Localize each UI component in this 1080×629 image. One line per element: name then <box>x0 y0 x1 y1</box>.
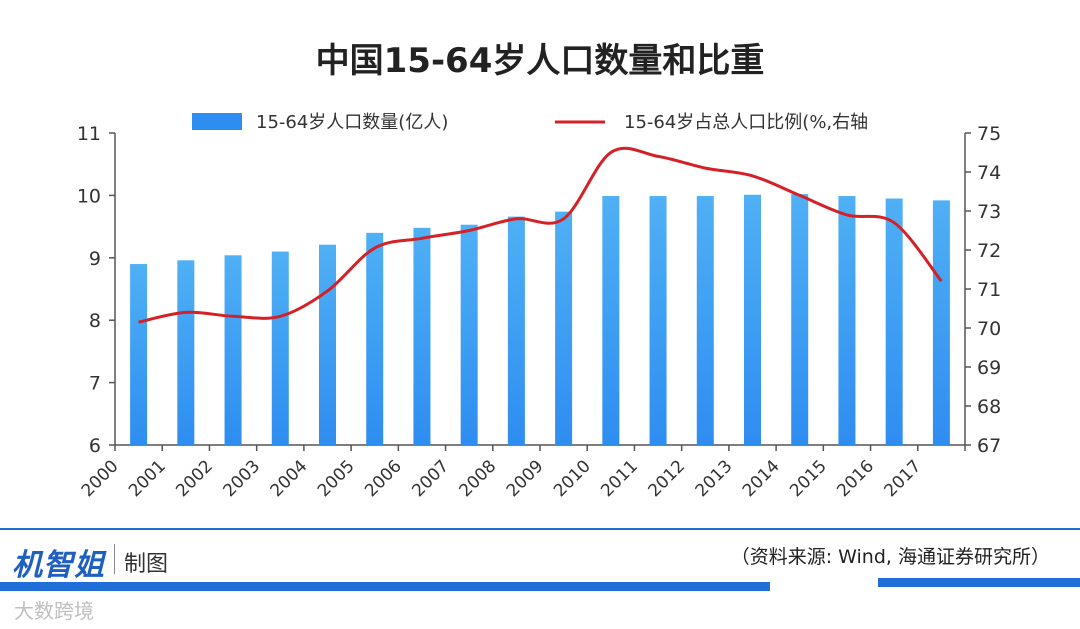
watermark: 大数跨境 <box>14 599 94 623</box>
population-bar <box>130 264 148 445</box>
population-bar <box>838 196 856 445</box>
population-bar <box>791 194 809 445</box>
population-bar <box>932 200 950 445</box>
x-tick-label: 2005 <box>314 456 359 501</box>
brand-logo: 机智姐 <box>12 548 105 583</box>
left-tick-label: 10 <box>77 185 101 207</box>
x-tick-label: 2008 <box>456 456 501 501</box>
right-tick-label: 74 <box>977 162 1001 184</box>
right-tick-label: 67 <box>977 435 1001 457</box>
x-tick-label: 2017 <box>881 456 926 501</box>
right-tick-label: 73 <box>977 201 1001 223</box>
footer-divider <box>0 528 1080 530</box>
population-bar <box>177 260 195 445</box>
ratio-line-layer <box>138 146 943 324</box>
x-tick-label: 2012 <box>644 456 689 501</box>
x-tick-label: 2014 <box>739 456 784 501</box>
left-tick-label: 8 <box>89 310 101 332</box>
right-tick-label: 68 <box>977 396 1001 418</box>
population-bar <box>460 224 478 445</box>
x-tick-label: 2016 <box>833 456 878 501</box>
x-tick-label: 2015 <box>786 456 831 501</box>
legend: 15-64岁人口数量(亿人) 15-64岁占总人口比例(%,右轴 <box>192 112 868 133</box>
x-tick-label: 2010 <box>550 456 595 501</box>
right-tick-label: 69 <box>977 357 1001 379</box>
population-bar <box>366 232 384 445</box>
source-note: （资料来源: Wind, 海通证券研究所） <box>730 546 1050 568</box>
left-tick-label: 11 <box>77 123 101 145</box>
population-bar <box>507 216 525 445</box>
x-tick-label: 2003 <box>219 456 264 501</box>
legend-bar-swatch <box>192 113 242 130</box>
footer-stripe-left <box>0 582 770 591</box>
axes <box>109 132 971 451</box>
population-bar <box>696 196 714 445</box>
x-tick-label: 2001 <box>125 456 170 501</box>
x-tick-label: 2013 <box>692 456 737 501</box>
population-bar <box>319 244 336 445</box>
footer-stripe-right <box>878 578 1080 587</box>
footer-separator <box>114 544 115 574</box>
bars <box>130 194 950 445</box>
population-bar <box>649 196 667 445</box>
x-tick-label: 2006 <box>361 456 406 501</box>
x-tick-label: 2011 <box>597 456 642 501</box>
left-tick-label: 9 <box>89 248 101 270</box>
x-tick-label: 2000 <box>78 456 123 501</box>
right-tick-label: 72 <box>977 240 1001 262</box>
population-bar <box>224 255 242 445</box>
x-tick-label: 2002 <box>172 456 217 501</box>
population-bar <box>413 227 431 445</box>
right-tick-label: 71 <box>977 279 1001 301</box>
population-bar <box>602 196 620 445</box>
x-tick-label: 2007 <box>408 456 453 501</box>
right-tick-label: 70 <box>977 318 1001 340</box>
population-bar <box>555 211 573 445</box>
population-bar <box>744 194 761 445</box>
ratio-line <box>138 146 943 324</box>
x-tick-label: 2004 <box>267 456 312 501</box>
legend-bar-label: 15-64岁人口数量(亿人) <box>256 112 448 133</box>
left-tick-label: 7 <box>89 373 101 395</box>
population-bar <box>271 251 289 445</box>
right-tick-label: 75 <box>977 123 1001 145</box>
made-by-label: 制图 <box>124 552 169 577</box>
x-tick-label: 2009 <box>503 456 548 501</box>
population-bar <box>885 198 903 445</box>
chart-title: 中国15-64岁人口数量和比重 <box>316 41 765 81</box>
left-tick-label: 6 <box>89 435 101 457</box>
legend-line-label: 15-64岁占总人口比例(%,右轴 <box>624 112 868 133</box>
